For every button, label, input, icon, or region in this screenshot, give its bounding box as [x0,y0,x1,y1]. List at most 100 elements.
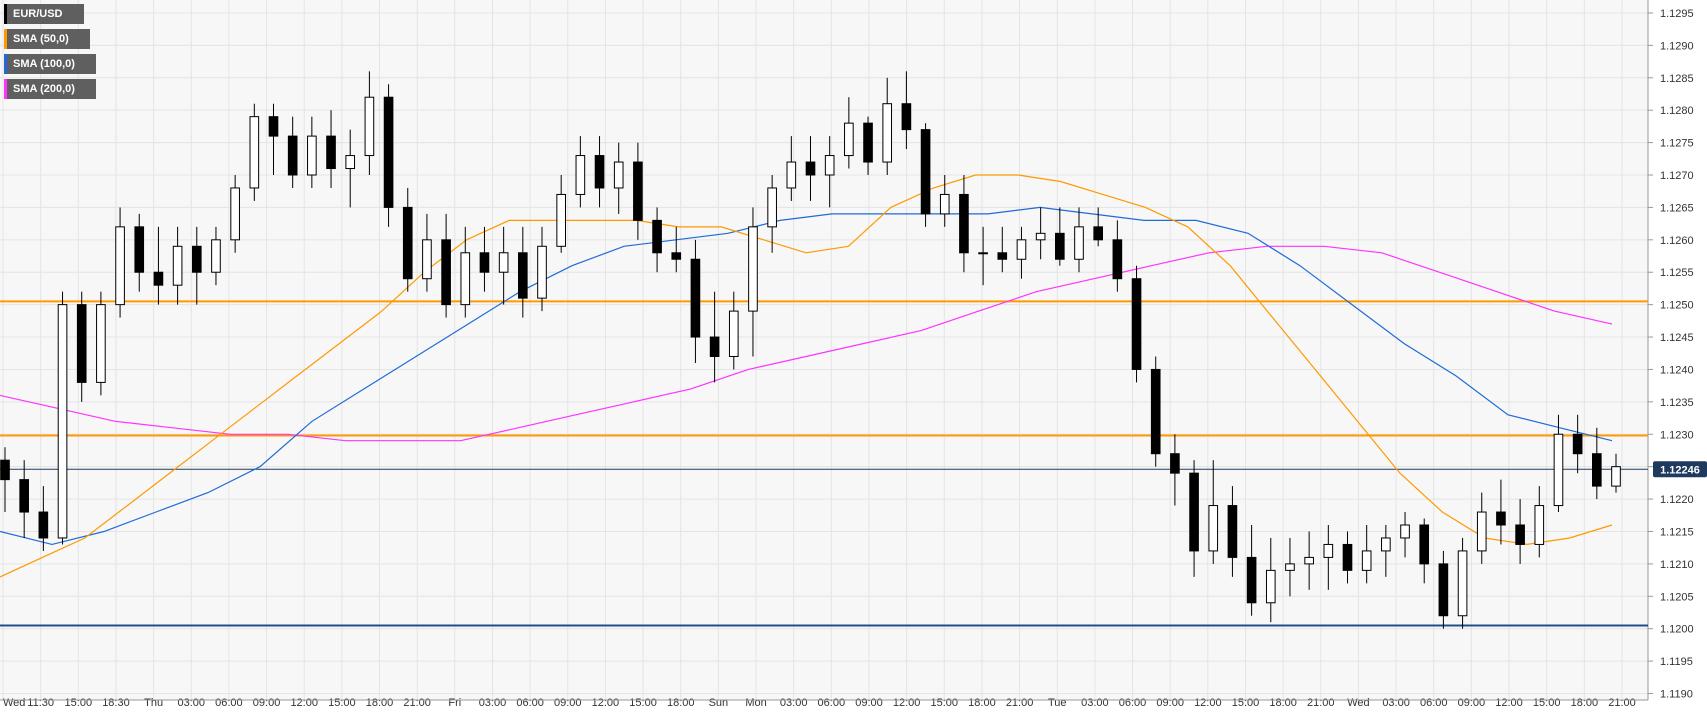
candle-body [191,245,202,273]
candle-body [728,310,739,357]
candle-body [134,226,145,273]
x-tick-label: 09:00 [554,697,582,709]
candle-body [901,103,912,131]
candle-body [1150,368,1161,455]
x-tick-label: 12:00 [592,697,620,709]
candle-body [1438,563,1449,617]
x-tick-label: 18:00 [1269,697,1297,709]
candle-body [1323,543,1334,558]
candle-body [76,304,87,383]
x-tick-label: 11:30 [27,697,54,709]
x-tick-label: 06:00 [1420,697,1448,709]
candle-body [824,155,835,176]
candle-body [690,258,701,338]
y-tick-label: 1.1215 [1660,526,1694,538]
candle-body [959,193,969,254]
x-tick-label: 09:00 [253,697,281,709]
legend-sma-200[interactable]: SMA (200,0) [4,79,96,99]
x-tick-label: 03:00 [780,697,808,709]
y-tick-label: 1.1195 [1660,656,1693,668]
candle-body [575,155,586,195]
x-tick-label: 15:00 [1232,697,1260,709]
current-price-label: 1.12246 [1660,464,1700,476]
y-tick-label: 1.1260 [1660,235,1694,247]
candle-body [1074,226,1084,260]
candle-body [402,206,413,280]
y-tick-label: 1.1190 [1660,689,1693,701]
candle-body [211,239,221,273]
candle-body [786,161,797,189]
plot-background [0,0,1648,700]
candle-body [307,135,317,176]
x-tick-label: 15:00 [1533,697,1561,709]
chart-legend: EUR/USD SMA (50,0) SMA (100,0) SMA (200,… [4,4,96,104]
candle-body [1189,472,1199,552]
y-tick-label: 1.1290 [1660,40,1694,52]
candle-body [1515,524,1525,545]
x-tick-label: Thu [144,697,163,709]
candle-body [0,459,10,481]
candle-body [1131,278,1142,370]
candle-body [249,116,260,189]
y-axis-background [1650,0,1707,712]
y-tick-label: 1.1265 [1660,202,1694,214]
x-tick-label: 12:00 [290,697,318,709]
legend-swatch-sma-50 [4,29,7,49]
legend-label: EUR/USD [13,8,63,20]
candle-body [594,155,605,189]
x-tick-label: 15:00 [328,697,356,709]
x-tick-label: 09:00 [855,697,883,709]
candle-body [1112,239,1123,280]
legend-label: SMA (50,0) [13,33,69,45]
candle-body [1381,537,1391,552]
candle-body [345,155,356,170]
candle-body [1265,569,1276,604]
candle-body [479,252,490,273]
candle-body [920,129,931,215]
x-tick-label: 18:00 [366,697,394,709]
candle-body [1055,232,1065,260]
candle-body [1208,505,1219,552]
candle-body [115,226,125,306]
y-tick-label: 1.1280 [1660,105,1694,117]
candle-body [613,161,624,189]
x-tick-label: 06:00 [1119,697,1147,709]
candle-body [1304,556,1314,565]
x-tick-label: 03:00 [479,697,507,709]
x-tick-label: 12:00 [893,697,921,709]
x-tick-label: 06:00 [516,697,544,709]
legend-sma-100[interactable]: SMA (100,0) [4,54,96,74]
candle-body [441,239,451,306]
candle-body [268,116,279,137]
candle-body [1457,550,1468,617]
x-tick-label: 21:00 [1608,697,1636,709]
x-tick-label: Mon [745,697,766,709]
candle-body [1342,543,1353,571]
y-tick-label: 1.1235 [1660,397,1694,409]
x-tick-label: 12:00 [1194,697,1222,709]
candle-body [383,96,394,208]
legend-sma-50[interactable]: SMA (50,0) [4,29,90,49]
x-tick-label: 18:00 [1571,697,1599,709]
candle-body [153,271,164,286]
candle-body [652,219,662,254]
x-tick-label: 06:00 [818,697,846,709]
x-tick-label: 09:00 [1458,697,1486,709]
candle-body [1592,453,1602,487]
candle-body [326,135,336,170]
candle-body [1170,453,1180,474]
candle-body [709,336,720,357]
sma-200-line [0,245,1613,442]
candle-body [978,252,988,255]
y-tick-label: 1.1270 [1660,170,1694,182]
candle-body [1419,524,1430,565]
candle-body [1476,511,1487,552]
legend-eurusd[interactable]: EUR/USD [4,4,84,24]
candle-body [1035,232,1046,241]
x-tick-label: Wed [1347,697,1369,709]
x-tick-label: 18:00 [667,697,695,709]
y-tick-label: 1.1275 [1660,138,1694,150]
x-tick-label: 15:00 [931,697,959,709]
x-tick-label: 03:00 [1382,697,1410,709]
